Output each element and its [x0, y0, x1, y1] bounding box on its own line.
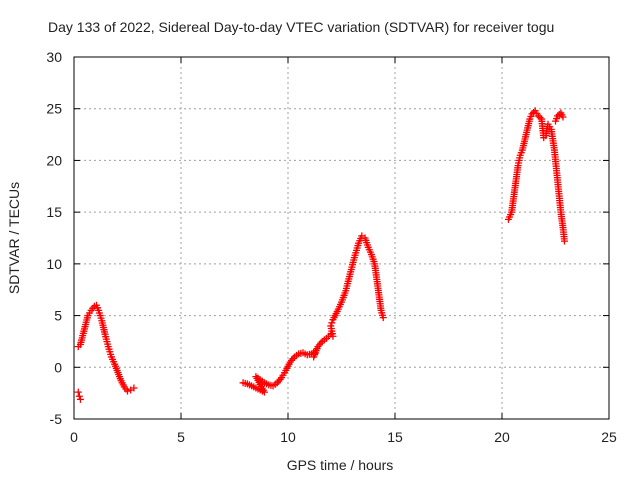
y-tick-label: 25	[46, 101, 62, 117]
data-point	[536, 114, 544, 122]
data-point	[74, 388, 82, 396]
y-tick-label: -5	[50, 411, 63, 427]
data-point	[554, 112, 562, 120]
y-tick-label: 5	[54, 308, 62, 324]
y-tick-label: 0	[54, 359, 62, 375]
y-tick-label: 30	[46, 49, 62, 65]
x-tick-label: 10	[280, 429, 296, 445]
data-point	[560, 237, 568, 245]
chart-title: Day 133 of 2022, Sidereal Day-to-day VTE…	[48, 19, 554, 35]
data-point	[327, 322, 335, 330]
data-point	[530, 108, 538, 116]
data-point	[379, 314, 387, 322]
data-point	[124, 387, 131, 395]
x-tick-label: 25	[601, 429, 617, 445]
grid-lines	[74, 57, 609, 419]
data-point	[76, 395, 84, 403]
y-tick-labels: -5 0 5 10 15 20 25 30	[46, 49, 62, 427]
x-tick-label: 20	[494, 429, 510, 445]
x-tick-labels: 0 5 10 15 20 25	[70, 429, 617, 445]
data-point	[328, 319, 336, 327]
x-tick-label: 15	[387, 429, 403, 445]
data-point	[130, 384, 138, 392]
data-point	[559, 113, 567, 121]
x-tick-label: 5	[177, 429, 185, 445]
data-point	[534, 112, 542, 120]
tick-marks	[73, 56, 610, 420]
x-tick-label: 0	[70, 429, 78, 445]
data-points	[74, 107, 568, 403]
y-axis-label: SDTVAR / TECUs	[6, 182, 22, 294]
data-point	[75, 392, 83, 400]
x-axis-label: GPS time / hours	[287, 457, 394, 473]
plot-border	[73, 56, 610, 420]
y-tick-label: 20	[46, 152, 62, 168]
y-tick-label: 10	[46, 256, 62, 272]
y-tick-label: 15	[46, 204, 62, 220]
